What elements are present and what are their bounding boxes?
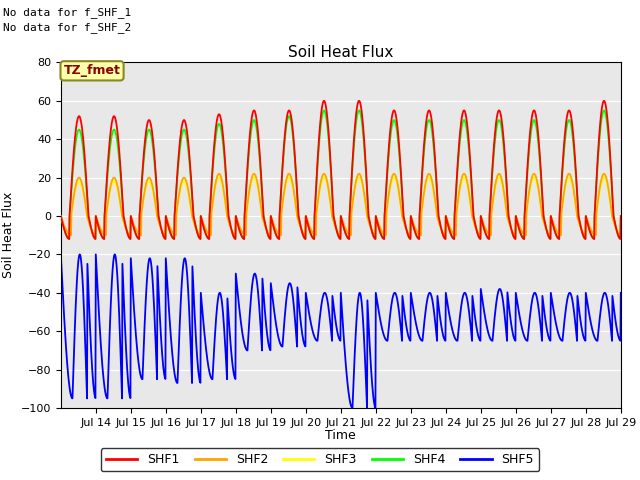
Title: Soil Heat Flux: Soil Heat Flux [288,45,394,60]
Y-axis label: Soil Heat Flux: Soil Heat Flux [2,192,15,278]
Text: TZ_fmet: TZ_fmet [63,64,120,77]
Text: No data for f_SHF_1: No data for f_SHF_1 [3,7,131,18]
Text: No data for f_SHF_2: No data for f_SHF_2 [3,22,131,33]
X-axis label: Time: Time [325,429,356,442]
Legend: SHF1, SHF2, SHF3, SHF4, SHF5: SHF1, SHF2, SHF3, SHF4, SHF5 [101,448,539,471]
